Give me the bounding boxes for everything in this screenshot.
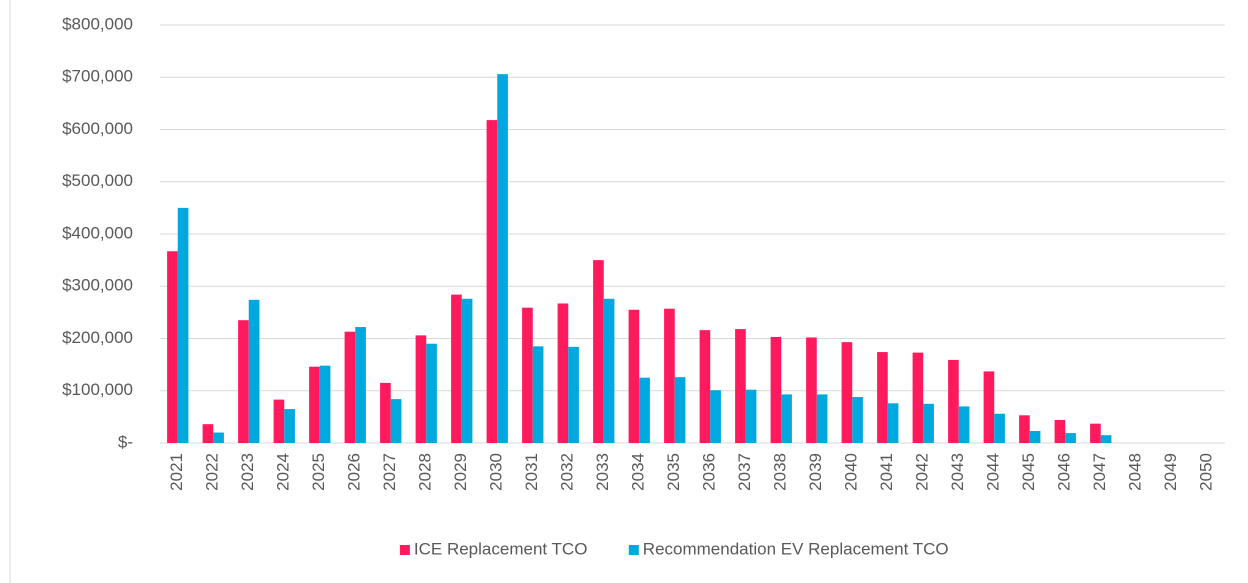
bar bbox=[1100, 435, 1112, 443]
bar bbox=[415, 335, 427, 443]
x-tick-label: 2021 bbox=[167, 453, 186, 491]
y-tick-label: $700,000 bbox=[62, 67, 133, 86]
bar bbox=[745, 389, 757, 443]
legend-label: Recommendation EV Replacement TCO bbox=[643, 539, 949, 558]
x-tick-label: 2030 bbox=[487, 453, 506, 491]
x-tick-label: 2031 bbox=[522, 453, 541, 491]
bar bbox=[319, 365, 331, 443]
x-tick-label: 2050 bbox=[1197, 453, 1216, 491]
bar bbox=[284, 409, 295, 443]
y-tick-label: $300,000 bbox=[62, 276, 133, 295]
x-tick-label: 2039 bbox=[806, 453, 825, 491]
x-tick-label: 2045 bbox=[1019, 453, 1038, 491]
x-tick-label: 2046 bbox=[1055, 453, 1074, 491]
x-tick-label: 2048 bbox=[1126, 453, 1145, 491]
x-tick-label: 2042 bbox=[913, 453, 932, 491]
bar bbox=[202, 424, 214, 443]
x-tick-label: 2043 bbox=[948, 453, 967, 491]
bar bbox=[781, 394, 792, 443]
bar bbox=[390, 399, 402, 443]
x-tick-label: 2022 bbox=[203, 453, 222, 491]
x-tick-label: 2025 bbox=[309, 453, 328, 491]
x-tick-label: 2028 bbox=[416, 453, 435, 491]
bar bbox=[1054, 420, 1066, 443]
x-tick-label: 2044 bbox=[984, 453, 1003, 491]
bar bbox=[699, 330, 711, 443]
bar bbox=[309, 366, 320, 443]
y-tick-label: $500,000 bbox=[62, 171, 133, 190]
bar bbox=[213, 432, 224, 443]
bar bbox=[355, 327, 366, 443]
x-tick-label: 2049 bbox=[1161, 453, 1180, 491]
x-tick-label: 2026 bbox=[345, 453, 364, 491]
bar bbox=[1019, 415, 1030, 443]
bar bbox=[735, 329, 746, 443]
bar bbox=[532, 346, 544, 443]
x-tick-label: 2036 bbox=[700, 453, 719, 491]
bar bbox=[674, 377, 686, 443]
bar bbox=[841, 342, 853, 443]
legend-swatch bbox=[399, 545, 410, 555]
y-tick-label: $800,000 bbox=[62, 14, 133, 33]
x-tick-label: 2047 bbox=[1090, 453, 1109, 491]
x-tick-label: 2037 bbox=[735, 453, 754, 491]
x-tick-label: 2032 bbox=[558, 453, 577, 491]
bar bbox=[628, 309, 640, 443]
bar bbox=[770, 336, 782, 443]
x-tick-label: 2029 bbox=[451, 453, 470, 491]
bar bbox=[948, 359, 959, 443]
bar bbox=[177, 207, 189, 443]
bar bbox=[593, 260, 604, 443]
x-tick-label: 2034 bbox=[629, 453, 648, 491]
y-tick-label: $100,000 bbox=[62, 380, 133, 399]
bar bbox=[451, 294, 462, 443]
bar bbox=[603, 298, 615, 443]
x-tick-label: 2033 bbox=[593, 453, 612, 491]
bar bbox=[273, 399, 285, 443]
bar bbox=[877, 352, 888, 443]
bar bbox=[248, 299, 260, 443]
bar bbox=[1065, 433, 1076, 443]
bar bbox=[557, 303, 569, 443]
x-tick-label: 2040 bbox=[842, 453, 861, 491]
bar bbox=[380, 382, 391, 443]
bar bbox=[1090, 423, 1101, 443]
x-tick-label: 2038 bbox=[771, 453, 790, 491]
bar bbox=[912, 352, 924, 443]
bar bbox=[426, 343, 437, 443]
bar bbox=[497, 74, 508, 444]
x-tick-label: 2035 bbox=[664, 453, 683, 491]
bar bbox=[344, 331, 356, 443]
bar bbox=[486, 120, 498, 443]
x-tick-label: 2024 bbox=[274, 453, 293, 491]
y-tick-label: $600,000 bbox=[62, 119, 133, 138]
y-tick-label: $- bbox=[118, 432, 133, 451]
legend-label: ICE Replacement TCO bbox=[414, 539, 588, 558]
bar bbox=[958, 406, 970, 443]
bar bbox=[983, 371, 995, 443]
bar bbox=[639, 377, 650, 443]
bar bbox=[816, 394, 828, 443]
bar bbox=[887, 403, 899, 443]
bar bbox=[994, 413, 1005, 443]
bar bbox=[710, 390, 721, 443]
bar bbox=[1029, 430, 1041, 443]
x-tick-label: 2023 bbox=[238, 453, 257, 491]
x-tick-label: 2041 bbox=[877, 453, 896, 491]
x-tick-label: 2027 bbox=[380, 453, 399, 491]
bar bbox=[167, 251, 178, 443]
bar bbox=[806, 337, 817, 443]
y-tick-label: $200,000 bbox=[62, 328, 133, 347]
legend-swatch bbox=[628, 545, 639, 555]
y-tick-label: $400,000 bbox=[62, 223, 133, 242]
bar bbox=[568, 346, 579, 443]
bar bbox=[923, 403, 934, 443]
bar bbox=[461, 298, 473, 443]
bar bbox=[852, 397, 863, 443]
bar bbox=[238, 320, 249, 443]
bar bbox=[664, 308, 675, 443]
bar bbox=[522, 307, 533, 443]
